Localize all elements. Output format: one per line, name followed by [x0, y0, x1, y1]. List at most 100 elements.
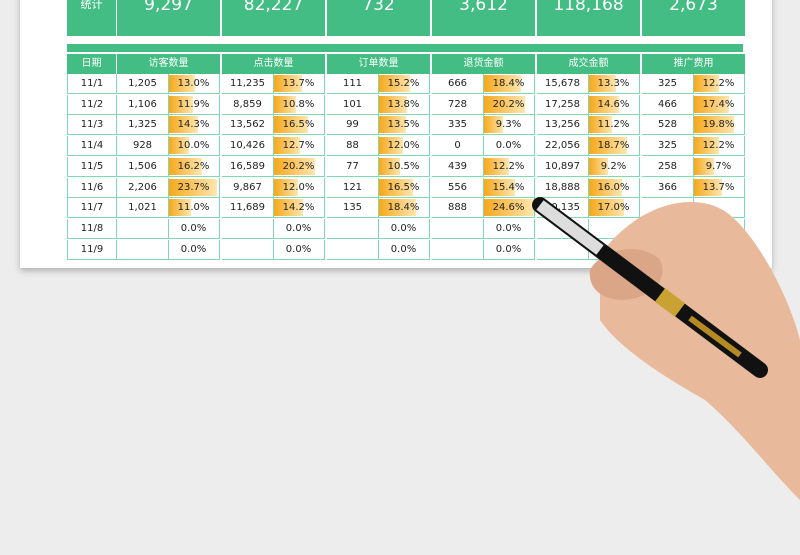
percent-cell[interactable]: 12.7%: [273, 136, 325, 157]
value-cell[interactable]: 888: [432, 198, 484, 219]
value-cell[interactable]: [222, 239, 274, 260]
value-cell[interactable]: 1,021: [117, 198, 169, 219]
percent-cell[interactable]: 0.0%: [378, 239, 430, 260]
percent-cell[interactable]: 20.2%: [273, 156, 325, 177]
percent-cell[interactable]: 9.2%: [588, 156, 640, 177]
value-cell[interactable]: [432, 218, 484, 239]
percent-cell[interactable]: 13.7%: [273, 74, 325, 94]
date-cell[interactable]: 11/1: [67, 74, 117, 94]
percent-cell[interactable]: 0.0%: [483, 136, 535, 157]
value-cell[interactable]: 439: [432, 156, 484, 177]
percent-cell[interactable]: 18.4%: [483, 74, 535, 94]
date-cell[interactable]: 11/8: [67, 218, 117, 239]
value-cell[interactable]: 2,206: [117, 177, 169, 198]
percent-cell[interactable]: 13.8%: [378, 94, 430, 115]
value-cell[interactable]: 13,256: [537, 115, 589, 136]
percent-cell[interactable]: 0.0%: [273, 239, 325, 260]
percent-cell[interactable]: 23.7%: [168, 177, 220, 198]
value-cell[interactable]: 135: [327, 198, 379, 219]
value-cell[interactable]: 77: [327, 156, 379, 177]
date-cell[interactable]: 11/2: [67, 94, 117, 115]
percent-cell[interactable]: 16.0%: [588, 177, 640, 198]
value-cell[interactable]: 11,235: [222, 74, 274, 94]
value-cell[interactable]: [432, 239, 484, 260]
value-cell[interactable]: 99: [327, 115, 379, 136]
percent-cell[interactable]: 12.2%: [693, 136, 745, 157]
value-cell[interactable]: 17,258: [537, 94, 589, 115]
value-cell[interactable]: 1,325: [117, 115, 169, 136]
percent-cell[interactable]: 16.2%: [168, 156, 220, 177]
date-cell[interactable]: 11/6: [67, 177, 117, 198]
percent-cell[interactable]: 11.9%: [168, 94, 220, 115]
percent-cell[interactable]: 9.3%: [483, 115, 535, 136]
percent-cell[interactable]: 14.2%: [273, 198, 325, 219]
percent-cell[interactable]: 11.0%: [168, 198, 220, 219]
percent-cell[interactable]: 0.0%: [483, 239, 535, 260]
value-cell[interactable]: 1,506: [117, 156, 169, 177]
percent-cell[interactable]: 12.0%: [273, 177, 325, 198]
percent-cell[interactable]: 0.0%: [378, 218, 430, 239]
value-cell[interactable]: 666: [432, 74, 484, 94]
date-cell[interactable]: 11/4: [67, 136, 117, 157]
value-cell[interactable]: 13,562: [222, 115, 274, 136]
value-cell[interactable]: 88: [327, 136, 379, 157]
value-cell[interactable]: [117, 218, 169, 239]
value-cell[interactable]: 16,589: [222, 156, 274, 177]
percent-cell[interactable]: 13.0%: [168, 74, 220, 94]
value-cell[interactable]: 111: [327, 74, 379, 94]
percent-cell[interactable]: 18.4%: [378, 198, 430, 219]
percent-cell[interactable]: 20.2%: [483, 94, 535, 115]
value-cell[interactable]: 22,056: [537, 136, 589, 157]
percent-cell[interactable]: 15.4%: [483, 177, 535, 198]
value-cell[interactable]: 1,205: [117, 74, 169, 94]
value-cell[interactable]: 101: [327, 94, 379, 115]
percent-cell[interactable]: 13.5%: [378, 115, 430, 136]
value-cell[interactable]: 556: [432, 177, 484, 198]
value-cell[interactable]: 366: [642, 177, 694, 198]
percent-cell[interactable]: 10.0%: [168, 136, 220, 157]
percent-cell[interactable]: 9.7%: [693, 156, 745, 177]
percent-cell[interactable]: 0.0%: [168, 218, 220, 239]
value-cell[interactable]: 9,867: [222, 177, 274, 198]
percent-cell[interactable]: 0.0%: [168, 239, 220, 260]
percent-cell[interactable]: 12.2%: [483, 156, 535, 177]
value-cell[interactable]: 0: [432, 136, 484, 157]
value-cell[interactable]: 528: [642, 115, 694, 136]
value-cell[interactable]: 10,897: [537, 156, 589, 177]
date-cell[interactable]: 11/5: [67, 156, 117, 177]
percent-cell[interactable]: 13.7%: [693, 177, 745, 198]
percent-cell[interactable]: 17.0%: [588, 198, 640, 219]
date-cell[interactable]: 11/3: [67, 115, 117, 136]
value-cell[interactable]: 15,678: [537, 74, 589, 94]
percent-cell[interactable]: 16.5%: [378, 177, 430, 198]
value-cell[interactable]: 8,859: [222, 94, 274, 115]
percent-cell[interactable]: 14.6%: [588, 94, 640, 115]
percent-cell[interactable]: 11.2%: [588, 115, 640, 136]
value-cell[interactable]: [327, 218, 379, 239]
percent-cell[interactable]: 10.8%: [273, 94, 325, 115]
value-cell[interactable]: [222, 218, 274, 239]
value-cell[interactable]: 11,689: [222, 198, 274, 219]
value-cell[interactable]: [117, 239, 169, 260]
percent-cell[interactable]: 18.7%: [588, 136, 640, 157]
value-cell[interactable]: [327, 239, 379, 260]
value-cell[interactable]: 325: [642, 74, 694, 94]
percent-cell[interactable]: 17.4%: [693, 94, 745, 115]
value-cell[interactable]: 335: [432, 115, 484, 136]
value-cell[interactable]: 466: [642, 94, 694, 115]
value-cell[interactable]: 258: [642, 156, 694, 177]
value-cell[interactable]: 928: [117, 136, 169, 157]
value-cell[interactable]: 18,888: [537, 177, 589, 198]
percent-cell[interactable]: 12.0%: [378, 136, 430, 157]
value-cell[interactable]: 121: [327, 177, 379, 198]
date-cell[interactable]: 11/7: [67, 198, 117, 219]
percent-cell[interactable]: 14.3%: [168, 115, 220, 136]
percent-cell[interactable]: 0.0%: [483, 218, 535, 239]
date-cell[interactable]: 11/9: [67, 239, 117, 260]
percent-cell[interactable]: 15.2%: [378, 74, 430, 94]
value-cell[interactable]: 10,426: [222, 136, 274, 157]
percent-cell[interactable]: 19.8%: [693, 115, 745, 136]
percent-cell[interactable]: 16.5%: [273, 115, 325, 136]
value-cell[interactable]: 728: [432, 94, 484, 115]
value-cell[interactable]: 1,106: [117, 94, 169, 115]
